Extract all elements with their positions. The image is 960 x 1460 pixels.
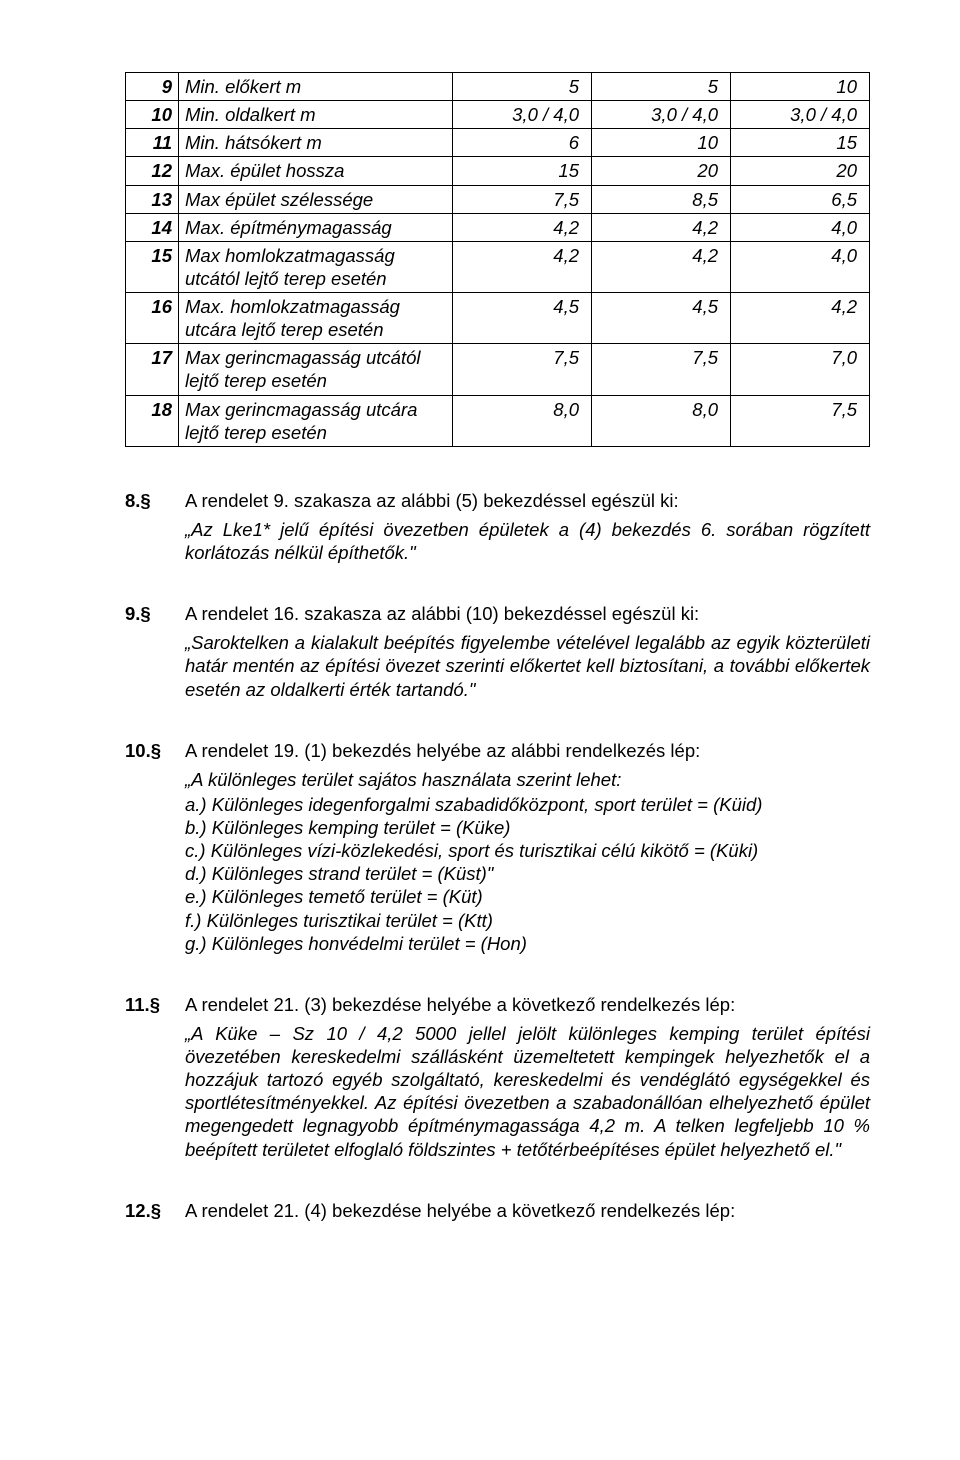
list-item: e.) Különleges temető terület = (Küt) [185, 885, 870, 908]
row-value-1: 7,5 [453, 185, 592, 213]
list-item: a.) Különleges idegenforgalmi szabadidők… [185, 793, 870, 816]
row-value-2: 4,2 [592, 213, 731, 241]
row-number: 14 [126, 213, 179, 241]
section-title: A rendelet 9. szakasza az alábbi (5) bek… [185, 489, 679, 512]
row-number: 10 [126, 101, 179, 129]
row-value-1: 8,0 [453, 395, 592, 446]
row-value-3: 15 [731, 129, 870, 157]
table-row: 11Min. hátsókert m61015 [126, 129, 870, 157]
table-row: 9Min. előkert m5510 [126, 73, 870, 101]
section-body: „A különleges terület sajátos használata… [185, 768, 870, 955]
row-value-1: 5 [453, 73, 592, 101]
parameters-table: 9Min. előkert m551010Min. oldalkert m3,0… [125, 72, 870, 447]
section-number: 11.§ [125, 993, 167, 1016]
row-number: 11 [126, 129, 179, 157]
section-number: 9.§ [125, 602, 167, 625]
section-number: 12.§ [125, 1199, 167, 1222]
row-number: 17 [126, 344, 179, 395]
row-value-3: 4,0 [731, 241, 870, 292]
row-value-2: 8,5 [592, 185, 731, 213]
section-list: a.) Különleges idegenforgalmi szabadidők… [185, 793, 870, 955]
row-value-2: 5 [592, 73, 731, 101]
row-label: Min. előkert m [179, 73, 453, 101]
row-value-2: 3,0 / 4,0 [592, 101, 731, 129]
row-value-3: 3,0 / 4,0 [731, 101, 870, 129]
row-number: 16 [126, 293, 179, 344]
row-label: Max. építménymagasság [179, 213, 453, 241]
table-row: 18Max gerincmagasság utcára lejtő terep … [126, 395, 870, 446]
section-body: „Saroktelken a kialakult beépítés figyel… [185, 631, 870, 700]
row-number: 18 [126, 395, 179, 446]
row-label: Max épület szélessége [179, 185, 453, 213]
row-value-3: 10 [731, 73, 870, 101]
section-9: 9.§ A rendelet 16. szakasza az alábbi (1… [125, 602, 870, 701]
row-label: Min. oldalkert m [179, 101, 453, 129]
row-number: 9 [126, 73, 179, 101]
table-row: 10Min. oldalkert m3,0 / 4,03,0 / 4,03,0 … [126, 101, 870, 129]
row-number: 12 [126, 157, 179, 185]
section-body: „Az Lke1* jelű építési övezetben épülete… [185, 518, 870, 564]
row-label: Max gerincmagasság utcára lejtő terep es… [179, 395, 453, 446]
table-row: 14Max. építménymagasság4,24,24,0 [126, 213, 870, 241]
table-row: 13Max épület szélessége7,58,56,5 [126, 185, 870, 213]
row-label: Max. homlokzatmagasság utcára lejtő tere… [179, 293, 453, 344]
section-number: 10.§ [125, 739, 167, 762]
row-value-1: 6 [453, 129, 592, 157]
row-label: Min. hátsókert m [179, 129, 453, 157]
row-value-1: 15 [453, 157, 592, 185]
table-row: 17Max gerincmagasság utcától lejtő terep… [126, 344, 870, 395]
row-value-3: 4,2 [731, 293, 870, 344]
list-item: b.) Különleges kemping terület = (Küke) [185, 816, 870, 839]
section-10: 10.§ A rendelet 19. (1) bekezdés helyébe… [125, 739, 870, 955]
table-row: 15Max homlokzatmagasság utcától lejtő te… [126, 241, 870, 292]
row-number: 13 [126, 185, 179, 213]
row-value-2: 20 [592, 157, 731, 185]
row-number: 15 [126, 241, 179, 292]
row-label: Max homlokzatmagasság utcától lejtő tere… [179, 241, 453, 292]
row-value-2: 7,5 [592, 344, 731, 395]
list-item: g.) Különleges honvédelmi terület = (Hon… [185, 932, 870, 955]
row-value-3: 7,5 [731, 395, 870, 446]
list-item: c.) Különleges vízi-közlekedési, sport é… [185, 839, 870, 862]
row-value-1: 4,2 [453, 241, 592, 292]
row-value-2: 10 [592, 129, 731, 157]
section-title: A rendelet 16. szakasza az alábbi (10) b… [185, 602, 699, 625]
row-value-3: 6,5 [731, 185, 870, 213]
section-12: 12.§ A rendelet 21. (4) bekezdése helyéb… [125, 1199, 870, 1222]
row-value-1: 4,2 [453, 213, 592, 241]
list-item: d.) Különleges strand terület = (Küst)" [185, 862, 870, 885]
row-value-3: 4,0 [731, 213, 870, 241]
list-item: f.) Különleges turisztikai terület = (Kt… [185, 909, 870, 932]
row-value-3: 7,0 [731, 344, 870, 395]
row-label: Max. épület hossza [179, 157, 453, 185]
section-title: A rendelet 21. (4) bekezdése helyébe a k… [185, 1199, 735, 1222]
section-number: 8.§ [125, 489, 167, 512]
section-intro: „A különleges terület sajátos használata… [185, 768, 870, 791]
row-value-2: 4,5 [592, 293, 731, 344]
section-11: 11.§ A rendelet 21. (3) bekezdése helyéb… [125, 993, 870, 1161]
row-value-1: 4,5 [453, 293, 592, 344]
table-row: 12Max. épület hossza152020 [126, 157, 870, 185]
row-value-3: 20 [731, 157, 870, 185]
section-title: A rendelet 21. (3) bekezdése helyébe a k… [185, 993, 735, 1016]
section-8: 8.§ A rendelet 9. szakasza az alábbi (5)… [125, 489, 870, 564]
row-value-2: 8,0 [592, 395, 731, 446]
row-value-1: 3,0 / 4,0 [453, 101, 592, 129]
row-value-2: 4,2 [592, 241, 731, 292]
row-value-1: 7,5 [453, 344, 592, 395]
section-body: „A Küke – Sz 10 / 4,2 5000 jellel jelölt… [185, 1022, 870, 1161]
table-row: 16Max. homlokzatmagasság utcára lejtő te… [126, 293, 870, 344]
section-title: A rendelet 19. (1) bekezdés helyébe az a… [185, 739, 700, 762]
row-label: Max gerincmagasság utcától lejtő terep e… [179, 344, 453, 395]
